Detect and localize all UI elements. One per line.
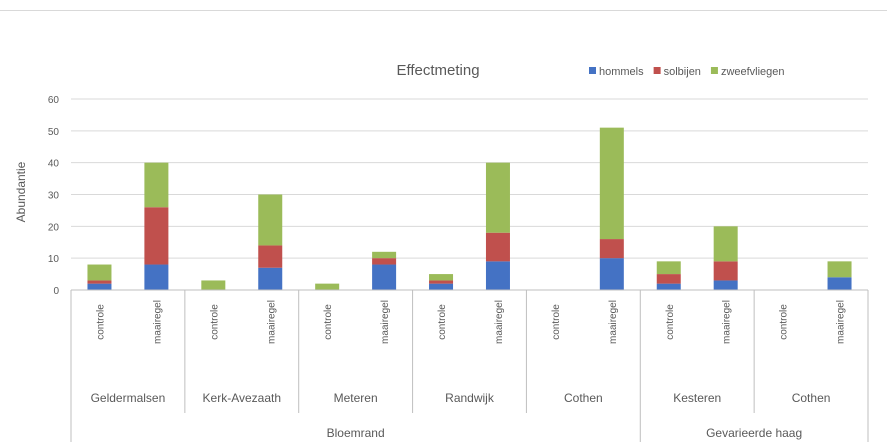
bar-segment-zweefvliegen bbox=[713, 226, 738, 262]
bar-segment-hommels bbox=[144, 264, 169, 290]
category-label: maairegel bbox=[266, 300, 277, 344]
bar-segment-hommels bbox=[656, 283, 681, 290]
site-label: Meteren bbox=[334, 391, 378, 405]
legend-swatch-hommels bbox=[589, 67, 596, 74]
bar-segment-zweefvliegen bbox=[827, 261, 852, 278]
category-label: maairegel bbox=[836, 300, 847, 344]
category-label: maairegel bbox=[722, 300, 733, 344]
legend-label-hommels: hommels bbox=[599, 66, 644, 78]
category-label: controle bbox=[551, 304, 562, 340]
bar-segment-solbijen bbox=[372, 258, 397, 265]
site-label: Randwijk bbox=[445, 391, 495, 405]
y-tick-label: 40 bbox=[48, 159, 60, 170]
axis-labels: 0 10 20 30 40 50 60 controle maairegel controle ma… bbox=[48, 95, 847, 440]
bar-segment-hommels bbox=[429, 283, 454, 290]
axes bbox=[70, 289, 869, 442]
bar-segment-hommels bbox=[87, 283, 112, 290]
category-label: controle bbox=[779, 304, 790, 340]
y-axis-label: Abundantie bbox=[14, 161, 28, 222]
y-tick-label: 10 bbox=[48, 254, 60, 265]
y-tick-label: 0 bbox=[53, 286, 59, 297]
bar-segment-zweefvliegen bbox=[87, 264, 112, 281]
legend: hommels solbijen zweefvliegen bbox=[589, 66, 785, 78]
bar-segment-hommels bbox=[258, 267, 283, 290]
bar-segment-hommels bbox=[485, 261, 510, 290]
y-tick-label: 50 bbox=[48, 127, 60, 138]
bar-segment-zweefvliegen bbox=[201, 280, 226, 290]
category-label: controle bbox=[437, 304, 448, 340]
bar-segment-solbijen bbox=[87, 280, 112, 284]
category-label: maairegel bbox=[608, 300, 619, 344]
group-label: Bloemrand bbox=[327, 426, 385, 440]
bar-segment-zweefvliegen bbox=[258, 194, 283, 246]
site-label: Kerk-Avezaath bbox=[203, 391, 282, 405]
bar-segment-solbijen bbox=[656, 274, 681, 284]
chart-title: Effectmeting bbox=[396, 62, 479, 79]
bar-segment-zweefvliegen bbox=[599, 127, 624, 240]
site-label: Kesteren bbox=[673, 391, 721, 405]
legend-swatch-zweefvliegen bbox=[710, 67, 718, 74]
legend-swatch-solbijen bbox=[653, 67, 661, 74]
bar-segment-hommels bbox=[827, 277, 852, 290]
category-label: controle bbox=[665, 304, 676, 340]
site-label: Cothen bbox=[792, 391, 831, 405]
bar-segment-zweefvliegen bbox=[144, 162, 169, 208]
category-label: maairegel bbox=[494, 300, 505, 344]
category-label: controle bbox=[323, 304, 334, 340]
site-label: Geldermalsen bbox=[91, 391, 166, 405]
bar-segment-hommels bbox=[713, 280, 738, 290]
site-label: Cothen bbox=[564, 391, 603, 405]
bar-segment-zweefvliegen bbox=[372, 251, 397, 259]
bar-segment-hommels bbox=[599, 258, 624, 290]
bar-segment-solbijen bbox=[485, 232, 510, 262]
y-tick-label: 20 bbox=[48, 222, 60, 233]
bar-segment-zweefvliegen bbox=[429, 274, 454, 281]
category-label: maairegel bbox=[380, 300, 391, 344]
bars bbox=[87, 127, 852, 290]
legend-label-solbijen: solbijen bbox=[664, 66, 701, 78]
bar-segment-solbijen bbox=[713, 261, 738, 281]
top-divider bbox=[0, 10, 887, 11]
bar-segment-zweefvliegen bbox=[656, 261, 681, 275]
bar-segment-zweefvliegen bbox=[315, 283, 340, 290]
bar-segment-zweefvliegen bbox=[485, 162, 510, 233]
gridlines bbox=[71, 98, 868, 259]
category-label: controle bbox=[95, 304, 106, 340]
y-tick-label: 60 bbox=[48, 95, 60, 106]
bar-segment-solbijen bbox=[144, 207, 169, 265]
legend-label-zweefvliegen: zweefvliegen bbox=[721, 66, 785, 78]
y-tick-label: 30 bbox=[48, 191, 60, 202]
bar-segment-solbijen bbox=[258, 245, 283, 268]
bar-segment-solbijen bbox=[599, 239, 624, 259]
category-label: maairegel bbox=[152, 300, 163, 344]
bar-segment-solbijen bbox=[429, 280, 454, 284]
bar-segment-hommels bbox=[372, 264, 397, 290]
group-label: Gevarieerde haag bbox=[706, 426, 802, 440]
category-label: controle bbox=[209, 304, 220, 340]
